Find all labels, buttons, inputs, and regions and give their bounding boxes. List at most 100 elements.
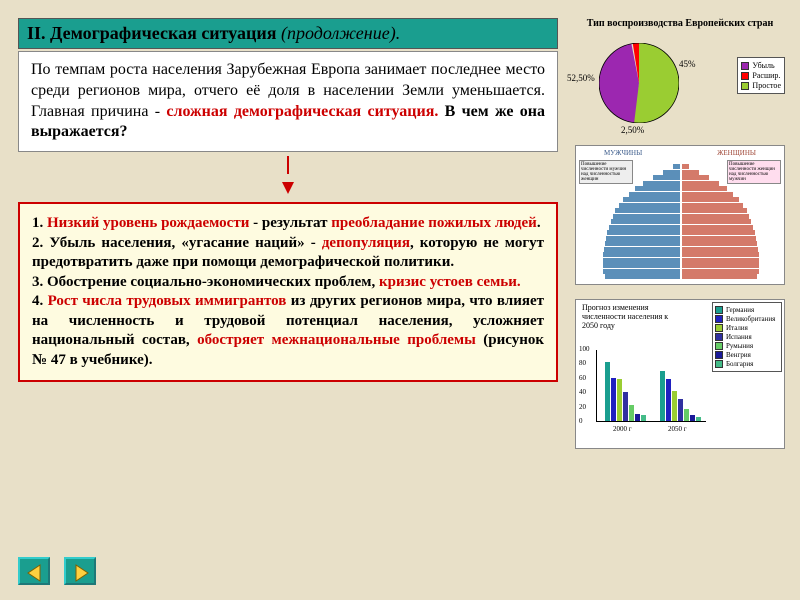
- forecast-bar: [696, 417, 701, 421]
- pie-label-c: 2,50%: [621, 125, 644, 135]
- intro-b: сложная демографическая ситуация.: [166, 103, 438, 120]
- p4b: Рост числа трудовых иммигрантов: [48, 293, 287, 309]
- pyramid-bar-male: [635, 186, 681, 191]
- pyramid-bar-male: [605, 274, 681, 279]
- pyramid-bar-female: [681, 274, 757, 279]
- p2b: депопуляция: [322, 235, 410, 251]
- title-main: II. Демографическая ситуация: [27, 23, 277, 43]
- pie-legend: УбыльРасшир.Простое: [737, 57, 785, 94]
- pyramid-bar-male: [611, 219, 681, 224]
- p2a: 2. Убыль населения, «угасание наций» -: [32, 235, 322, 251]
- next-button[interactable]: [64, 557, 96, 585]
- forecast-legend-item: Румыния: [715, 342, 779, 350]
- pyramid-bar-male: [643, 181, 681, 186]
- forecast-bar: [605, 362, 610, 421]
- pyramid-bar-male: [623, 197, 681, 202]
- legend-item: Простое: [741, 81, 781, 90]
- forecast-legend-item: Италия: [715, 324, 779, 332]
- pyramid-bar-female: [681, 181, 719, 186]
- pyramid-bar-male: [604, 247, 681, 252]
- pyramid-bar-female: [681, 175, 709, 180]
- forecast-legend-item: Великобритания: [715, 315, 779, 323]
- forecast-bar: [690, 415, 695, 421]
- pyramid-bar-male: [607, 230, 681, 235]
- forecast-legend-item: Германия: [715, 306, 779, 314]
- arrow-down-icon: [18, 156, 558, 194]
- pyramid-bar-male: [673, 164, 681, 169]
- forecast-bar: [660, 371, 665, 421]
- pyramid-bar-female: [681, 170, 699, 175]
- p4d: обостряет межнациональные проблемы: [197, 332, 476, 348]
- pyramid-bar-male: [609, 225, 681, 230]
- pyramid-bar-male: [653, 175, 681, 180]
- pyramid-bar-female: [681, 186, 727, 191]
- section-title: II. Демографическая ситуация (продолжени…: [18, 18, 558, 49]
- forecast-ytick: 60: [579, 374, 586, 382]
- pyramid-bar-female: [681, 225, 753, 230]
- pyramid-bar-female: [681, 230, 755, 235]
- pyramid-bar-male: [603, 252, 681, 257]
- forecast-bar: [629, 405, 634, 421]
- pyr-right-box: Повышение численности женщин над численн…: [727, 160, 781, 184]
- title-suffix: (продолжение).: [281, 23, 400, 43]
- pyramid-bar-female: [681, 164, 689, 169]
- pyramid-bar-male: [619, 203, 681, 208]
- forecast-legend-item: Болгария: [715, 360, 779, 368]
- forecast-bar: [684, 409, 689, 421]
- p3b: кризис устоев семьи.: [379, 274, 521, 290]
- forecast-xlabel: 2050 г: [668, 425, 687, 433]
- pyramid-bar-female: [681, 192, 733, 197]
- pyramid-bar-male: [615, 208, 681, 213]
- pyr-left-box: Повышение численности мужчин над численн…: [579, 160, 633, 184]
- p4a: 4.: [32, 293, 48, 309]
- arrow-right-icon: [72, 563, 92, 583]
- pie-title: Тип воспроизводства Европейских стран: [575, 18, 785, 29]
- forecast-ytick: 80: [579, 359, 586, 367]
- forecast-bar: [678, 399, 683, 421]
- pie-label-a: 52,50%: [567, 73, 595, 83]
- forecast-chart: Прогноз изменения численности населения …: [575, 299, 785, 449]
- arrow-left-icon: [26, 563, 46, 583]
- forecast-bar: [641, 415, 646, 421]
- forecast-bar: [666, 379, 671, 421]
- points-list: 1. Низкий уровень рождаемости - результа…: [18, 202, 558, 382]
- forecast-ytick: 0: [579, 417, 583, 425]
- forecast-legend: ГерманияВеликобританияИталияИспанияРумын…: [712, 302, 782, 372]
- pyramid-bar-female: [681, 214, 749, 219]
- forecast-bar: [635, 414, 640, 421]
- forecast-legend-item: Испания: [715, 333, 779, 341]
- p1b: Низкий уровень рождаемости: [47, 215, 249, 231]
- pyramid-bar-female: [681, 219, 751, 224]
- pyramid-bar-female: [681, 208, 747, 213]
- forecast-ytick: 40: [579, 388, 586, 396]
- forecast-bar: [672, 391, 677, 421]
- pyramid-bar-female: [681, 258, 759, 263]
- legend-item: Убыль: [741, 61, 781, 70]
- population-pyramid: МУЖЧИНЫ ЖЕНЩИНЫ Повышение численности му…: [575, 145, 785, 285]
- intro-text: По темпам роста населения Зарубежная Евр…: [18, 51, 558, 152]
- pyr-left-label: МУЖЧИНЫ: [604, 149, 642, 157]
- pie-chart: 52,50% 45% 2,50% УбыльРасшир.Простое: [575, 35, 785, 135]
- pyr-right-label: ЖЕНЩИНЫ: [717, 149, 756, 157]
- forecast-ytick: 100: [579, 345, 590, 353]
- forecast-title: Прогноз изменения численности населения …: [582, 304, 682, 330]
- p1a: 1.: [32, 215, 47, 231]
- pyramid-bar-female: [681, 252, 759, 257]
- p1c: - результат: [249, 215, 331, 231]
- pyramid-bar-male: [629, 192, 681, 197]
- p1d: преобладание пожилых людей: [331, 215, 537, 231]
- pyramid-bar-male: [603, 269, 681, 274]
- pyramid-bar-male: [603, 258, 681, 263]
- forecast-xlabel: 2000 г: [613, 425, 632, 433]
- pie-svg: [599, 43, 679, 123]
- pyramid-bar-male: [603, 263, 681, 268]
- pyramid-bar-female: [681, 241, 757, 246]
- forecast-bar: [623, 392, 628, 421]
- forecast-bar: [617, 379, 622, 421]
- forecast-ytick: 20: [579, 403, 586, 411]
- pyramid-bar-female: [681, 247, 758, 252]
- pyramid-bar-female: [681, 269, 759, 274]
- prev-button[interactable]: [18, 557, 50, 585]
- pyramid-bar-male: [663, 170, 681, 175]
- pie-label-b: 45%: [679, 59, 696, 69]
